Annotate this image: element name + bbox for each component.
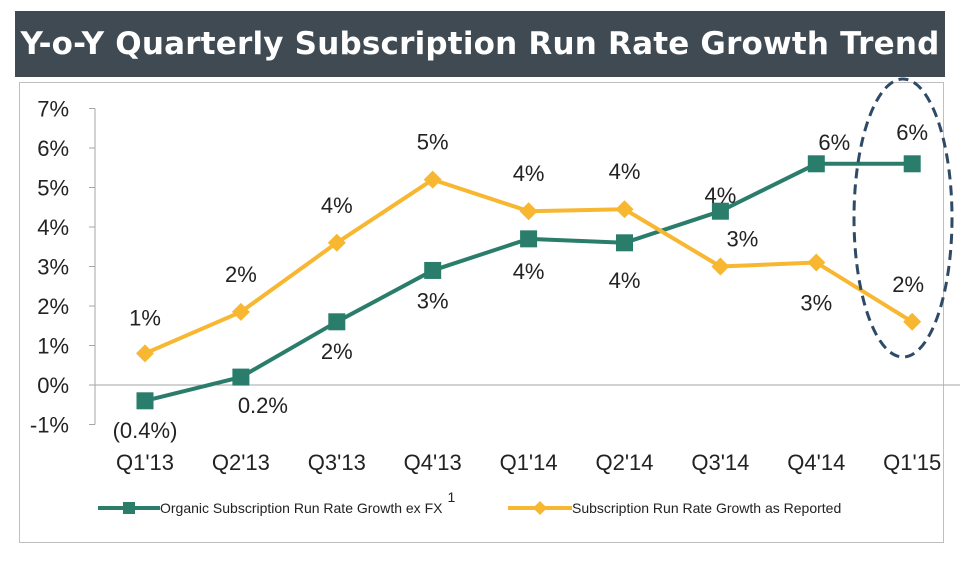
organic-data-label: 6% (818, 130, 850, 155)
y-tick-label: 1% (37, 334, 69, 359)
x-tick-label: Q4'14 (787, 450, 845, 475)
reported-data-label: 3% (800, 291, 832, 316)
x-tick-label: Q1'14 (500, 450, 558, 475)
y-tick-label: 6% (37, 136, 69, 161)
reported-point-marker (327, 233, 346, 252)
x-tick-label: Q2'13 (212, 450, 270, 475)
reported-data-label: 1% (129, 305, 161, 330)
reported-point-marker (807, 253, 826, 272)
y-tick-label: 4% (37, 215, 69, 240)
y-tick-label: 7% (37, 97, 69, 122)
organic-data-label: 2% (321, 339, 353, 364)
organic-point-marker (903, 155, 921, 173)
reported-legend-label: Subscription Run Rate Growth as Reported (572, 500, 841, 516)
legend-superscript: 1 (447, 489, 455, 505)
chart-frame (19, 82, 944, 543)
x-tick-label: Q3'14 (691, 450, 749, 475)
reported-point-marker (903, 312, 922, 331)
organic-point-marker (807, 155, 825, 173)
y-tick-label: 2% (37, 294, 69, 319)
reported-data-label: 4% (321, 193, 353, 218)
organic-point-marker (520, 230, 538, 248)
organic-data-label: 4% (513, 259, 545, 284)
organic-point-marker (328, 313, 346, 331)
reported-data-label: 4% (513, 161, 545, 186)
reported-point-marker (519, 202, 538, 221)
organic-point-marker (232, 368, 250, 386)
organic-data-label: 0.2% (238, 393, 288, 418)
organic-point-marker (616, 234, 633, 252)
reported-legend-marker (533, 501, 547, 515)
y-tick-label: 0% (37, 373, 69, 398)
y-tick-label: 5% (37, 176, 69, 201)
chart-title: Y-o-Y Quarterly Subscription Run Rate Gr… (20, 26, 940, 62)
organic-legend-label: Organic Subscription Run Rate Growth ex … (160, 500, 443, 516)
reported-data-label: 4% (609, 159, 641, 184)
reported-data-label: 2% (225, 262, 257, 287)
organic-data-label: 3% (417, 288, 449, 313)
chart-title-bar: Y-o-Y Quarterly Subscription Run Rate Gr… (15, 11, 945, 77)
x-tick-label: Q1'15 (883, 450, 941, 475)
y-tick-label: -1% (30, 413, 69, 438)
reported-point-marker (711, 257, 730, 276)
reported-point-marker (136, 344, 154, 363)
reported-point-marker (615, 200, 634, 219)
x-tick-label: Q4'13 (404, 450, 462, 475)
reported-point-marker (231, 302, 250, 321)
organic-legend-marker (123, 502, 135, 514)
x-tick-label: Q2'14 (595, 450, 653, 475)
organic-point-marker (136, 392, 154, 410)
organic-data-label: 6% (896, 120, 928, 145)
reported-data-label: 2% (892, 272, 924, 297)
organic-data-label: 4% (609, 268, 641, 293)
organic-point-marker (424, 261, 442, 279)
reported-data-label: 5% (417, 130, 449, 155)
organic-data-label: 4% (705, 183, 737, 208)
highlight-ellipse (852, 77, 954, 359)
organic-point-marker (711, 202, 729, 220)
x-tick-label: Q3'13 (308, 450, 366, 475)
y-tick-label: 3% (37, 255, 69, 280)
reported-data-label: 3% (727, 227, 759, 252)
x-tick-label: Q1'13 (116, 450, 174, 475)
organic-data-label: (0.4%) (113, 418, 178, 443)
reported-point-marker (423, 170, 442, 189)
